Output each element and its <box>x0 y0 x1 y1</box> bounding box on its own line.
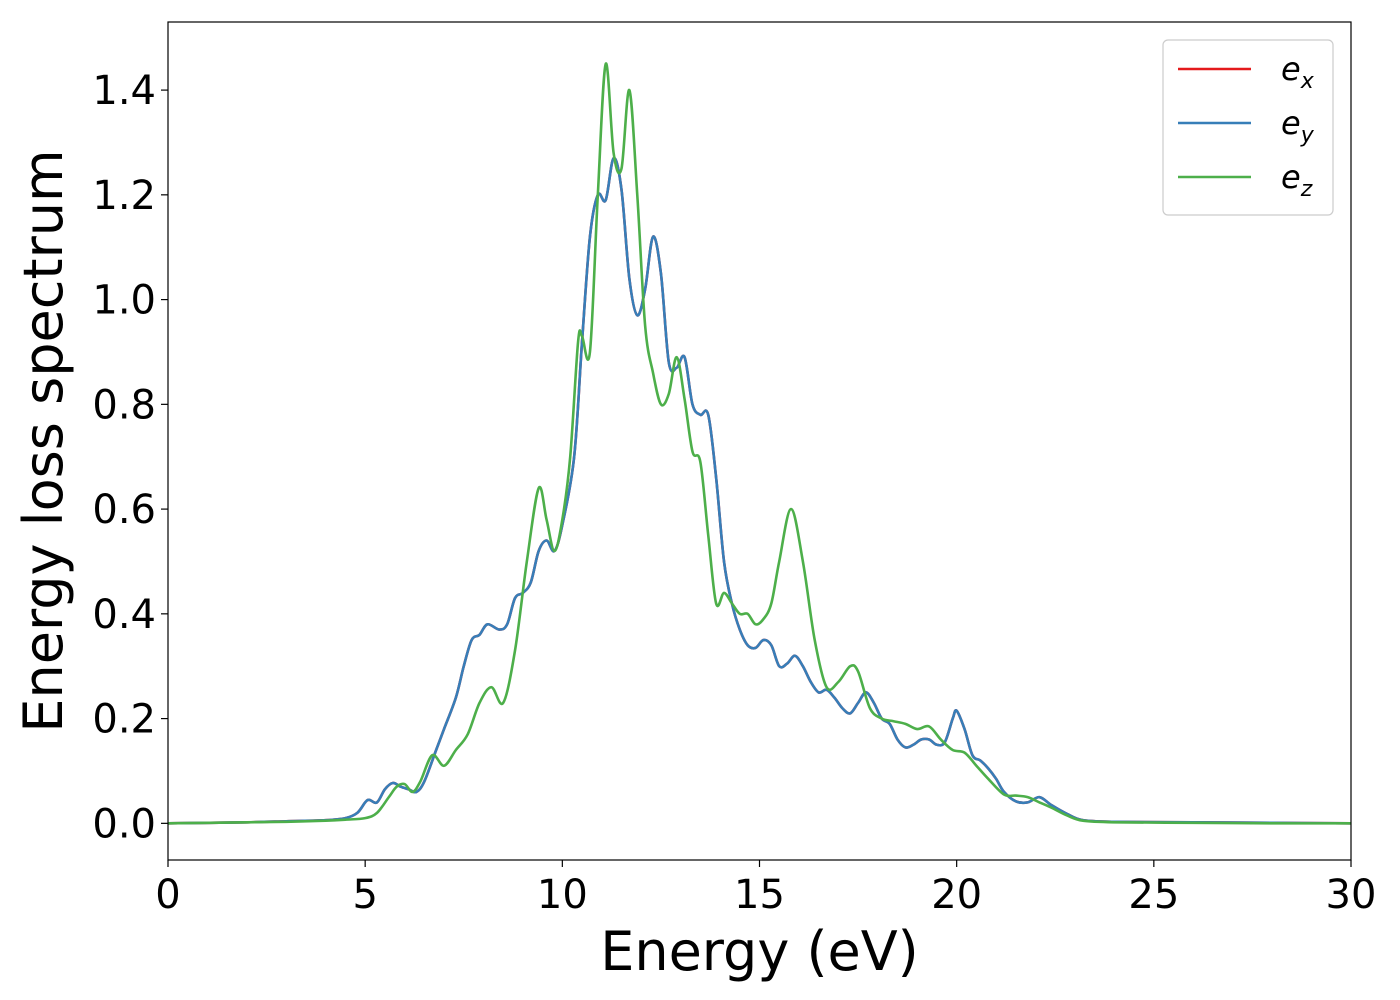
legend-label-base: e <box>1281 104 1301 142</box>
y-tick-label: 0.6 <box>92 487 156 533</box>
series-line-z <box>168 62 1351 825</box>
legend-label-base: e <box>1281 50 1301 88</box>
y-tick-label: 0.0 <box>92 801 156 847</box>
y-axis-title: Energy loss spectrum <box>12 149 75 732</box>
x-tick-label: 25 <box>1128 872 1179 918</box>
x-tick-label: 10 <box>537 872 588 918</box>
legend-label-x: ex <box>1281 50 1315 94</box>
x-tick-label: 0 <box>155 872 180 918</box>
legend-label-y: ey <box>1281 104 1315 148</box>
x-tick-label: 20 <box>931 872 982 918</box>
x-axis-ticks: 0 5 10 15 20 25 30 <box>155 860 1376 918</box>
y-tick-label: 1.2 <box>92 173 156 219</box>
x-axis-title: Energy (eV) <box>600 920 919 983</box>
legend-label-z: ez <box>1281 158 1313 202</box>
plot-frame <box>167 21 1352 861</box>
y-axis-ticks: 0.0 0.2 0.4 0.6 0.8 1.0 1.2 1.4 <box>92 68 168 847</box>
y-tick-label: 0.4 <box>92 592 156 638</box>
legend-label-subscript: y <box>1300 123 1315 148</box>
legend-box <box>1162 39 1334 216</box>
y-tick-label: 1.4 <box>92 68 156 114</box>
y-tick-label: 0.8 <box>92 382 156 428</box>
legend-label-base: e <box>1281 158 1301 196</box>
legend-label-subscript: z <box>1300 177 1313 202</box>
y-tick-label: 1.0 <box>92 278 156 324</box>
legend-label-subscript: x <box>1300 69 1315 94</box>
x-tick-label: 15 <box>734 872 785 918</box>
y-tick-label: 0.2 <box>92 697 156 743</box>
series-layer <box>168 62 1351 825</box>
series-line-x <box>168 156 1351 825</box>
x-tick-label: 5 <box>352 872 377 918</box>
x-tick-label: 30 <box>1326 872 1377 918</box>
series-line-y <box>168 156 1351 825</box>
